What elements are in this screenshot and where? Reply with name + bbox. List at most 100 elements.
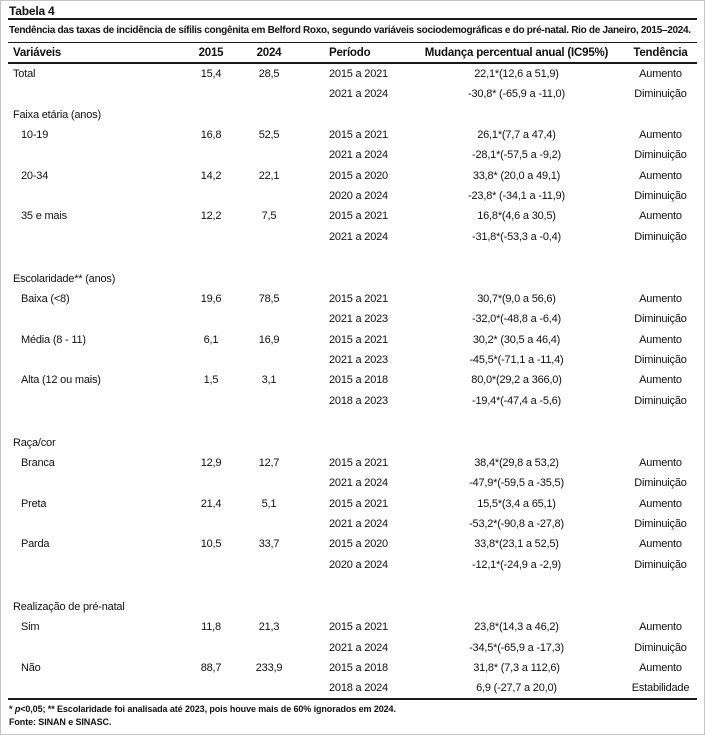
cell-tendencia: Aumento xyxy=(639,293,682,306)
section-row: Faixa etária (anos) xyxy=(8,105,697,125)
cell-mudanca: -28,1*(-57,5 a -9,2) xyxy=(472,149,561,162)
cell-mudanca: -12,1*(-24,9 a -2,9) xyxy=(472,558,561,571)
cell-variavel: Alta (12 ou mais) xyxy=(21,374,101,387)
table-row: 2018 a 2024 6,9 (-27,7 a 20,0) Estabilidad… xyxy=(8,678,697,698)
cell-periodo: 2021 a 2023 xyxy=(329,354,388,366)
cell-mudanca: -23,8* (-34,1 a -11,9) xyxy=(468,189,565,202)
cell-2024: 33,7 xyxy=(258,538,280,551)
table-row: Não 88,7 233,9 2015 a 2018 31,8* (7,3 a 112,… xyxy=(8,658,697,678)
cell-2015: 19,6 xyxy=(200,293,222,306)
cell-variavel: Preta xyxy=(21,497,47,510)
cell-2015: 6,1 xyxy=(203,333,219,346)
cell-mudanca: 33,8*(23,1 a 52,5) xyxy=(474,538,559,551)
cell-2015: 14,2 xyxy=(200,169,222,182)
column-header-tendencia: Tendência xyxy=(633,46,688,59)
cell-periodo: 2021 a 2024 xyxy=(329,88,388,101)
cell-periodo: 2021 a 2024 xyxy=(329,641,388,654)
cell-periodo: 2015 a 2020 xyxy=(329,538,388,551)
cell-periodo: 2015 a 2021 xyxy=(329,333,388,346)
cell-variavel: Realização de pré-natal xyxy=(13,600,125,613)
cell-2024: 78,5 xyxy=(258,293,280,306)
table-row: Preta 21,4 5,1 2015 a 2021 15,5*(3,4 a 65,1)… xyxy=(8,494,697,514)
table-row: Total 15,4 28,5 2015 a 2021 22,1*(12,6 a 51,… xyxy=(8,64,697,84)
column-header-variaveis: Variáveis xyxy=(13,46,62,59)
cell-mudanca: 33,8* (20,0 a 49,1) xyxy=(472,169,561,182)
cell-periodo: 2015 a 2018 xyxy=(329,374,388,387)
spacer-row xyxy=(8,247,697,269)
cell-2024: 12,7 xyxy=(258,457,280,470)
cell-variavel: Não xyxy=(21,661,41,674)
spacer-row xyxy=(8,575,697,597)
footnote-asterisk: * xyxy=(9,704,15,715)
cell-mudanca: 30,7*(9,0 a 56,6) xyxy=(477,293,556,306)
table-row: 2021 a 2024 -53,2*(-90,8 a -27,8) Diminuiç… xyxy=(8,514,697,534)
section-row: Raça/cor xyxy=(8,433,697,453)
section-row: Escolaridade** (anos) xyxy=(8,269,697,289)
table-row: 2021 a 2024 -30,8* (-65,9 a -11,0) Diminui… xyxy=(8,84,697,104)
cell-mudanca: -45,5*(-71,1 a -11,4) xyxy=(469,354,564,366)
table-row: 2021 a 2024 -47,9*(-59,5 a -35,5) Diminuiç… xyxy=(8,473,697,493)
cell-2024: 52,5 xyxy=(258,129,280,142)
cell-2024: 233,9 xyxy=(255,661,283,674)
cell-variavel: 10-19 xyxy=(21,129,49,142)
table-row: Alta (12 ou mais) 1,5 3,1 2015 a 2018 80,0*(… xyxy=(8,370,697,390)
cell-periodo: 2015 a 2018 xyxy=(329,661,388,674)
cell-mudanca: 23,8*(14,3 a 46,2) xyxy=(474,621,559,634)
cell-periodo: 2021 a 2024 xyxy=(329,477,388,490)
cell-tendencia: Diminuição xyxy=(634,477,687,490)
cell-periodo: 2020 a 2024 xyxy=(329,189,388,202)
cell-tendencia: Aumento xyxy=(639,210,682,223)
cell-tendencia: Aumento xyxy=(639,457,682,470)
section-row: Realização de pré-natal xyxy=(8,597,697,617)
cell-periodo: 2021 a 2024 xyxy=(329,518,388,531)
cell-tendencia: Diminuição xyxy=(634,149,687,162)
cell-variavel: Raça/cor xyxy=(13,436,56,449)
cell-tendencia: Aumento xyxy=(639,621,682,634)
cell-tendencia: Aumento xyxy=(639,374,682,387)
cell-mudanca: -32,0*(-48,8 a -6,4) xyxy=(472,313,561,326)
cell-2015: 16,8 xyxy=(200,129,222,142)
cell-2024: 16,9 xyxy=(258,333,280,346)
cell-periodo: 2015 a 2021 xyxy=(329,129,388,142)
cell-2015: 11,8 xyxy=(201,621,221,634)
cell-periodo: 2015 a 2021 xyxy=(329,68,388,81)
footnote-p-symbol: p xyxy=(14,704,21,715)
table-row: Sim 11,8 21,3 2015 a 2021 23,8*(14,3 a 46,2)… xyxy=(8,617,697,637)
cell-variavel: Branca xyxy=(21,457,55,470)
cell-variavel: Média (8 - 11) xyxy=(21,333,86,346)
cell-2015: 12,9 xyxy=(200,457,222,470)
cell-variavel: Faixa etária (anos) xyxy=(13,108,101,121)
column-header-periodo: Período xyxy=(329,46,371,59)
cell-periodo: 2015 a 2021 xyxy=(329,621,388,634)
table-caption: Tendência das taxas de incidência de síf… xyxy=(9,25,691,36)
cell-mudanca: 15,5*(3,4 a 65,1) xyxy=(477,497,556,510)
cell-2015: 1,5 xyxy=(203,374,219,387)
cell-tendencia: Aumento xyxy=(639,497,682,510)
table-row: 10-19 16,8 52,5 2015 a 2021 26,1*(7,7 a 47,4… xyxy=(8,125,697,145)
table-row: Branca 12,9 12,7 2015 a 2021 38,4*(29,8 a 53… xyxy=(8,453,697,473)
table-row: Baixa (<8) 19,6 78,5 2015 a 2021 30,7*(9,0 a… xyxy=(8,289,697,309)
cell-periodo: 2015 a 2021 xyxy=(329,497,388,510)
cell-periodo: 2015 a 2020 xyxy=(329,169,388,182)
cell-tendencia: Aumento xyxy=(639,538,682,551)
rule-bottom xyxy=(8,698,697,701)
footnote-significance: * p<0,05; ** Escolaridade foi analisada … xyxy=(9,703,697,716)
cell-mudanca: 31,8* (7,3 a 112,6) xyxy=(473,661,560,674)
cell-2015: 88,7 xyxy=(200,661,222,674)
footnote-significance-text: <0,05; ** Escolaridade foi analisada até… xyxy=(20,704,396,715)
table-row: Parda 10,5 33,7 2015 a 2020 33,8*(23,1 a 52,… xyxy=(8,534,697,554)
cell-tendencia: Diminuição xyxy=(634,394,687,407)
cell-2015: 10,5 xyxy=(200,538,222,551)
cell-variavel: 35 e mais xyxy=(21,210,67,223)
cell-periodo: 2021 a 2024 xyxy=(329,149,388,162)
cell-2024: 22,1 xyxy=(258,169,280,182)
footnotes: * p<0,05; ** Escolaridade foi analisada … xyxy=(8,703,697,728)
cell-2015: 15,4 xyxy=(200,68,222,81)
cell-variavel: Escolaridade** (anos) xyxy=(13,272,116,285)
cell-mudanca: -47,9*(-59,5 a -35,5) xyxy=(469,477,564,490)
cell-periodo: 2015 a 2021 xyxy=(329,293,388,306)
cell-2024: 5,1 xyxy=(261,497,277,510)
cell-mudanca: -30,8* (-65,9 a -11,0) xyxy=(468,88,565,101)
table-row: 2021 a 2023 -45,5*(-71,1 a -11,4) Diminuiç… xyxy=(8,350,697,370)
